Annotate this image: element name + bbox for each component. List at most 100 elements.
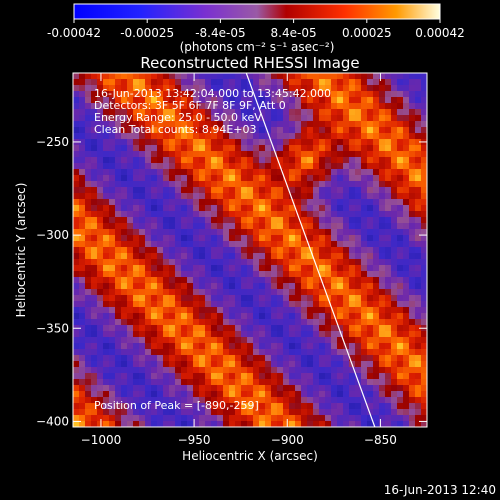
heatmap-cell (217, 271, 224, 278)
heatmap-cell (235, 325, 242, 332)
heatmap-cell (199, 193, 206, 200)
heatmap-cell (79, 103, 86, 110)
heatmap-cell (265, 307, 272, 314)
heatmap-cell (217, 343, 224, 350)
chart-title: Reconstructed RHESSI Image (140, 54, 359, 72)
heatmap-cell (187, 229, 194, 236)
heatmap-cell (283, 373, 290, 380)
heatmap-cell (313, 85, 320, 92)
heatmap-cell (157, 313, 164, 320)
heatmap-cell (193, 289, 200, 296)
heatmap-cell (115, 121, 122, 128)
heatmap-cell (217, 91, 224, 98)
heatmap-cell (109, 283, 116, 290)
heatmap-cell (115, 271, 122, 278)
heatmap-cell (169, 343, 176, 350)
heatmap-cell (253, 247, 260, 254)
heatmap-cell (259, 247, 266, 254)
heatmap-cell (241, 397, 248, 404)
heatmap-cell (397, 409, 404, 416)
heatmap-cell (157, 85, 164, 92)
heatmap-cell (379, 343, 386, 350)
heatmap-cell (103, 247, 110, 254)
heatmap-cell (181, 199, 188, 206)
heatmap-cell (235, 163, 242, 170)
heatmap-cell (217, 397, 224, 404)
heatmap-cell (97, 139, 104, 146)
heatmap-cell (85, 91, 92, 98)
heatmap-cell (223, 385, 230, 392)
heatmap-cell (97, 241, 104, 248)
heatmap-cell (373, 193, 380, 200)
heatmap-cell (193, 163, 200, 170)
colorbar (73, 3, 441, 20)
heatmap-cell (343, 121, 350, 128)
heatmap-cell (121, 193, 128, 200)
heatmap-cell (403, 127, 410, 134)
heatmap-cell (103, 127, 110, 134)
heatmap-cell (313, 187, 320, 194)
heatmap-cell (187, 313, 194, 320)
heatmap-cell (247, 373, 254, 380)
heatmap-cell (343, 97, 350, 104)
heatmap-cell (361, 235, 368, 242)
heatmap-cell (121, 391, 128, 398)
heatmap-cell (379, 289, 386, 296)
heatmap-cell (79, 235, 86, 242)
heatmap-cell (361, 103, 368, 110)
heatmap-cell (247, 385, 254, 392)
heatmap-cell (373, 103, 380, 110)
heatmap-cell (349, 103, 356, 110)
heatmap-cell (307, 283, 314, 290)
heatmap-cell (331, 265, 338, 272)
heatmap-cell (283, 223, 290, 230)
heatmap-cell (205, 223, 212, 230)
heatmap-cell (355, 253, 362, 260)
heatmap-cell (337, 211, 344, 218)
heatmap-cell (397, 151, 404, 158)
heatmap-cell (223, 319, 230, 326)
heatmap-cell (373, 181, 380, 188)
heatmap-cell (79, 193, 86, 200)
heatmap-cell (199, 253, 206, 260)
heatmap-cell (97, 247, 104, 254)
heatmap-cell (157, 331, 164, 338)
heatmap-cell (109, 145, 116, 152)
heatmap-cell (199, 205, 206, 212)
heatmap-cell (91, 79, 98, 86)
heatmap-cell (85, 157, 92, 164)
heatmap-cell (421, 307, 427, 314)
heatmap-cell (259, 139, 266, 146)
heatmap-cell (115, 193, 122, 200)
heatmap-cell (187, 301, 194, 308)
heatmap-cell (415, 103, 422, 110)
heatmap-cell (169, 205, 176, 212)
heatmap-cell (109, 151, 116, 158)
heatmap-cell (259, 421, 266, 427)
heatmap-cell (367, 91, 374, 98)
heatmap-cell (331, 205, 338, 212)
heatmap-cell (217, 313, 224, 320)
heatmap-cell (277, 151, 284, 158)
heatmap-cell (307, 415, 314, 422)
heatmap-cell (271, 271, 278, 278)
heatmap-cell (127, 271, 134, 278)
heatmap-cell (187, 205, 194, 212)
heatmap-cell (157, 403, 164, 410)
heatmap-cell (367, 115, 374, 122)
heatmap-cell (283, 109, 290, 116)
heatmap-cell (235, 283, 242, 290)
heatmap-cell (301, 247, 308, 254)
heatmap-cell (319, 301, 326, 308)
heatmap-cell (301, 181, 308, 188)
heatmap-cell (85, 379, 92, 386)
heatmap-cell (289, 145, 296, 152)
heatmap-cell (97, 307, 104, 314)
heatmap-cell (379, 361, 386, 368)
heatmap-cell (301, 211, 308, 218)
heatmap-cell (259, 223, 266, 230)
heatmap-cell (289, 109, 296, 116)
heatmap-cell (271, 295, 278, 302)
heatmap-cell (223, 421, 230, 427)
heatmap-cell (211, 415, 218, 422)
